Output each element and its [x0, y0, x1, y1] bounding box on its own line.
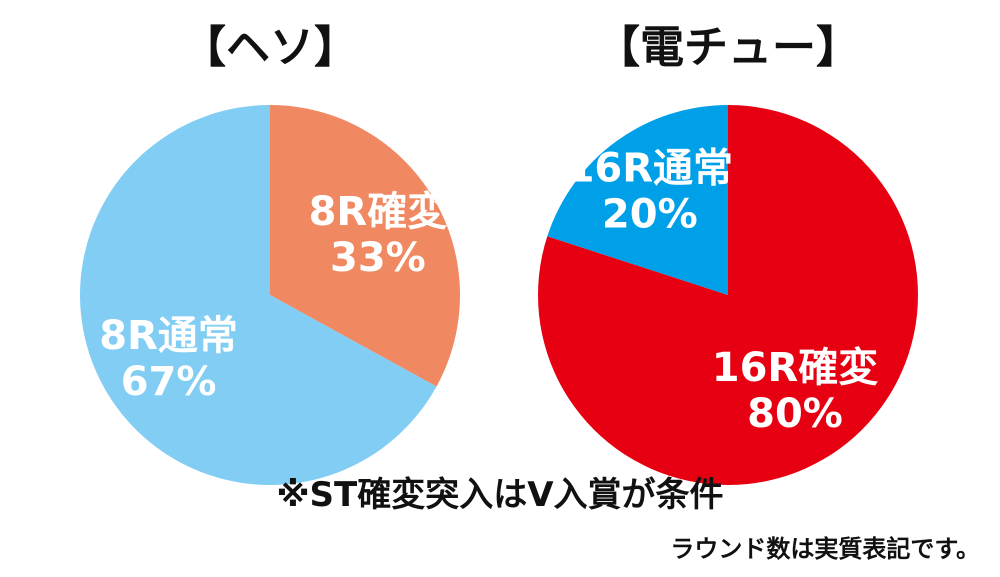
pie-denchu-slice-0-category: 16R確変: [712, 345, 878, 391]
pie-heso-slice-0-value: 33%: [330, 235, 426, 281]
footnote: ※ST確変突入はV入賞が条件: [276, 475, 724, 515]
pie-denchu-slice-0-value: 80%: [747, 391, 843, 437]
chart-title-heso: 【ヘソ】: [182, 22, 358, 73]
pie-denchu-slice-1: [547, 105, 728, 295]
pie-heso-slice-1: [80, 105, 437, 485]
round-note: ラウンド数は実質表記です。: [670, 535, 980, 563]
pie-denchu-slice-0: [538, 105, 919, 485]
pie-heso-slice-0-category: 8R確変: [309, 189, 448, 235]
chart-title-denchu: 【電チュー】: [596, 22, 860, 73]
pie-heso-slice-1-category: 8R通常: [99, 313, 238, 359]
pie-denchu-slice-1-value: 20%: [602, 191, 698, 237]
pie-heso-slice-0: [270, 105, 460, 387]
pie-denchu-slice-1-category: 16R通常: [567, 145, 733, 191]
pie-heso-slice-1-value: 67%: [121, 359, 217, 405]
